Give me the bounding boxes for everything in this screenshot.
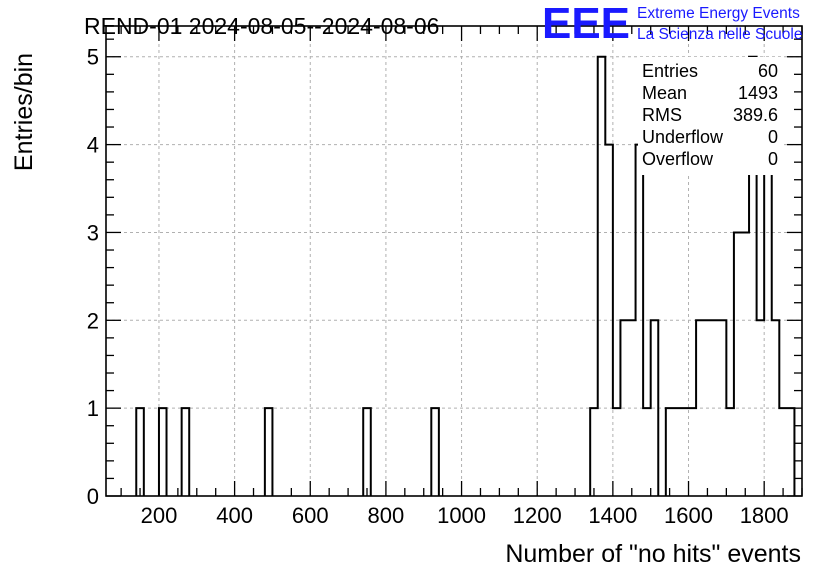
histogram-bin bbox=[681, 408, 689, 496]
eee-logo-mark: EEE bbox=[542, 0, 630, 48]
stats-overflow-label: Overflow bbox=[642, 149, 714, 169]
histogram-bin bbox=[643, 408, 651, 496]
stats-underflow-value: 0 bbox=[768, 127, 778, 147]
y-tick-labels: 0 1 2 3 4 5 bbox=[87, 45, 99, 509]
histogram-bin bbox=[673, 408, 681, 496]
histogram-bin bbox=[363, 408, 371, 496]
stats-rms-label: RMS bbox=[642, 105, 682, 125]
logo-line-1: Extreme Energy Events bbox=[637, 5, 800, 22]
plot-frame bbox=[105, 25, 803, 497]
x-tick-label: 1400 bbox=[588, 503, 637, 528]
y-tick-label: 2 bbox=[87, 308, 99, 333]
x-tick-label: 400 bbox=[216, 503, 253, 528]
y-tick-label: 0 bbox=[87, 484, 99, 509]
stats-rms-value: 389.6 bbox=[733, 105, 778, 125]
y-tick-label: 1 bbox=[87, 396, 99, 421]
histogram-bin bbox=[726, 408, 734, 496]
histogram-bin bbox=[741, 232, 749, 496]
axis-ticks bbox=[106, 26, 803, 497]
stats-box-background bbox=[638, 57, 784, 175]
histogram-outline bbox=[135, 55, 796, 496]
histogram-bin bbox=[590, 408, 598, 496]
chart-title: REND-01 2024-08-05--2024-08-06 bbox=[84, 13, 439, 39]
x-tick-label: 1600 bbox=[664, 503, 713, 528]
logo-line-2: La Scienza nelle Scuole bbox=[637, 26, 802, 43]
x-axis-label: Number of "no hits" events bbox=[505, 540, 801, 568]
histogram-bin bbox=[613, 408, 621, 496]
x-tick-label: 1800 bbox=[740, 503, 789, 528]
eee-logo: EEE Extreme Energy Events La Scienza nel… bbox=[542, 0, 802, 48]
histogram-bin bbox=[136, 408, 144, 496]
histogram-bin bbox=[159, 408, 167, 496]
y-axis-label: Entries/bin bbox=[10, 53, 38, 171]
y-tick-label: 3 bbox=[87, 220, 99, 245]
x-tick-label: 600 bbox=[292, 503, 329, 528]
y-tick-label: 5 bbox=[87, 45, 99, 70]
stats-box: Entries 60 Mean 1493 RMS 389.6 Underflow… bbox=[638, 57, 784, 175]
stats-entries-value: 60 bbox=[758, 61, 778, 81]
histogram-bin bbox=[265, 408, 273, 496]
x-tick-label: 1000 bbox=[437, 503, 486, 528]
y-tick-label: 4 bbox=[87, 133, 99, 158]
histogram-bin bbox=[182, 408, 190, 496]
grid-lines bbox=[106, 26, 802, 496]
histogram-bin bbox=[431, 408, 439, 496]
histogram-bin bbox=[598, 57, 606, 496]
histogram-bin bbox=[734, 232, 742, 496]
histogram-bin bbox=[779, 408, 787, 496]
stats-overflow-value: 0 bbox=[768, 149, 778, 169]
x-tick-label: 200 bbox=[141, 503, 178, 528]
histogram-bin bbox=[666, 408, 674, 496]
x-tick-label: 1200 bbox=[513, 503, 562, 528]
x-tick-labels: 200 400 600 800 1000 1200 1400 1600 1800 bbox=[141, 503, 789, 528]
x-tick-label: 800 bbox=[368, 503, 405, 528]
histogram-bin bbox=[689, 408, 697, 496]
stats-entries-label: Entries bbox=[642, 61, 698, 81]
stats-mean-value: 1493 bbox=[738, 83, 778, 103]
histogram-bin bbox=[787, 408, 795, 496]
stats-mean-label: Mean bbox=[642, 83, 687, 103]
stats-underflow-label: Underflow bbox=[642, 127, 724, 147]
